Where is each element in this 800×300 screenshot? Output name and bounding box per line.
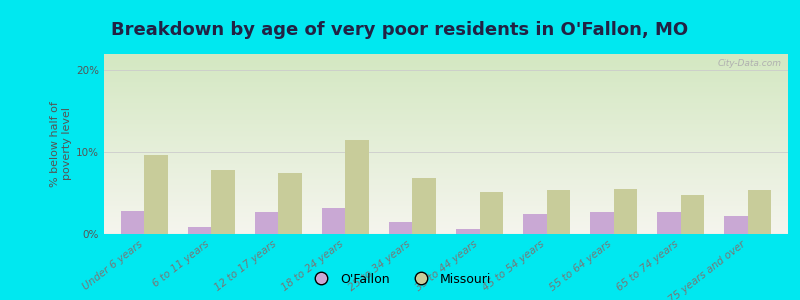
Text: Breakdown by age of very poor residents in O'Fallon, MO: Breakdown by age of very poor residents … (111, 21, 689, 39)
Bar (748, 190, 771, 234)
Bar (681, 195, 704, 234)
Bar (322, 208, 346, 234)
Bar (188, 226, 211, 234)
Bar (211, 170, 234, 234)
Bar (614, 189, 637, 234)
Bar (389, 222, 413, 234)
Bar (121, 211, 144, 234)
Y-axis label: % below half of
poverty level: % below half of poverty level (50, 101, 72, 187)
Bar (590, 212, 614, 234)
Bar (456, 229, 479, 234)
Bar (523, 214, 546, 234)
Bar (346, 140, 369, 234)
Bar (413, 178, 436, 234)
Text: City-Data.com: City-Data.com (717, 59, 781, 68)
Bar (278, 172, 302, 234)
Bar (658, 212, 681, 234)
Bar (724, 216, 748, 234)
Bar (255, 212, 278, 234)
Bar (546, 190, 570, 234)
Bar (479, 192, 503, 234)
Bar (144, 154, 168, 234)
Legend: O'Fallon, Missouri: O'Fallon, Missouri (304, 268, 496, 291)
